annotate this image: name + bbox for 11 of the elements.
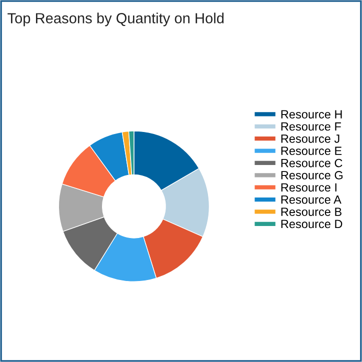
legend-label: Resource C [281, 158, 342, 168]
legend-label: Resource I [281, 183, 336, 192]
legend-label: Resource E [281, 146, 342, 156]
legend-label: Resource H [281, 110, 342, 118]
legend-label: Resource B [281, 208, 342, 216]
chart-title: Top Reasons by Quantity on Hold [8, 12, 224, 26]
legend-label: Resource D [281, 220, 342, 228]
legend-label: Resource F [281, 122, 341, 131]
legend-label: Resource J [281, 134, 340, 143]
legend-label: Resource A [281, 196, 342, 204]
legend-label: Resource G [281, 171, 342, 180]
